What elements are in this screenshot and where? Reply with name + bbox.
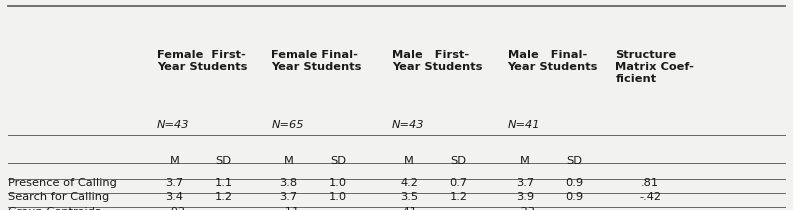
Text: -.02: -.02 <box>163 207 186 210</box>
Text: M: M <box>520 156 530 166</box>
Text: .81: .81 <box>642 178 659 188</box>
Text: .41: .41 <box>400 207 418 210</box>
Text: 3.5: 3.5 <box>400 192 418 202</box>
Text: N=41: N=41 <box>508 120 540 130</box>
Text: 3.7: 3.7 <box>280 192 297 202</box>
Text: SD: SD <box>566 156 582 166</box>
Text: 1.1: 1.1 <box>215 178 232 188</box>
Text: M: M <box>170 156 179 166</box>
Text: 1.2: 1.2 <box>450 192 467 202</box>
Text: 0.7: 0.7 <box>450 178 467 188</box>
Text: 3.7: 3.7 <box>166 178 183 188</box>
Text: 3.7: 3.7 <box>516 178 534 188</box>
Text: 3.4: 3.4 <box>166 192 183 202</box>
Text: Search for Calling: Search for Calling <box>8 192 109 202</box>
Text: Presence of Calling: Presence of Calling <box>8 178 117 188</box>
Text: Structure
Matrix Coef-
ficient: Structure Matrix Coef- ficient <box>615 50 694 84</box>
Text: 1.2: 1.2 <box>215 192 232 202</box>
Text: SD: SD <box>216 156 232 166</box>
Text: N=43: N=43 <box>392 120 424 130</box>
Text: N=65: N=65 <box>271 120 304 130</box>
Text: 0.9: 0.9 <box>565 178 583 188</box>
Text: Male   Final-
Year Students: Male Final- Year Students <box>508 50 598 72</box>
Text: SD: SD <box>330 156 346 166</box>
Text: Group Centroids: Group Centroids <box>8 207 101 210</box>
Text: Female  First-
Year Students: Female First- Year Students <box>157 50 247 72</box>
Text: 4.2: 4.2 <box>400 178 418 188</box>
Text: -.11: -.11 <box>278 207 300 210</box>
Text: 0.9: 0.9 <box>565 192 583 202</box>
Text: 1.0: 1.0 <box>329 192 347 202</box>
Text: 3.9: 3.9 <box>516 192 534 202</box>
Text: Female Final-
Year Students: Female Final- Year Students <box>271 50 362 72</box>
Text: 1.0: 1.0 <box>329 178 347 188</box>
Text: Male   First-
Year Students: Male First- Year Students <box>392 50 482 72</box>
Text: SD: SD <box>450 156 466 166</box>
Text: 3.8: 3.8 <box>280 178 297 188</box>
Text: M: M <box>404 156 414 166</box>
Text: M: M <box>284 156 293 166</box>
Text: -.42: -.42 <box>639 192 661 202</box>
Text: N=43: N=43 <box>157 120 190 130</box>
Text: -.23: -.23 <box>514 207 536 210</box>
